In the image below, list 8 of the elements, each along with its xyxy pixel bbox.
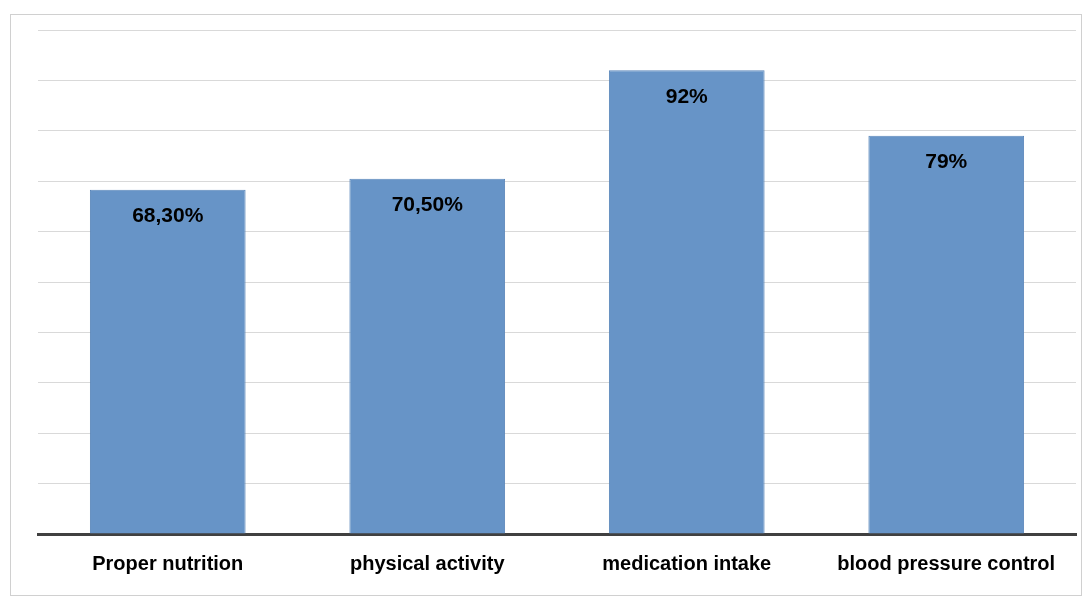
x-tick-label: blood pressure control <box>837 551 1056 574</box>
x-tick-label: physical activity <box>349 551 506 574</box>
data-label: 68,30% <box>132 203 204 227</box>
data-label: 79% <box>925 149 968 173</box>
x-tick-label: Proper nutrition <box>92 551 244 574</box>
data-label: 70,50% <box>391 191 464 215</box>
x-tick-label: medication intake <box>602 551 772 574</box>
data-label: 92% <box>665 83 709 107</box>
